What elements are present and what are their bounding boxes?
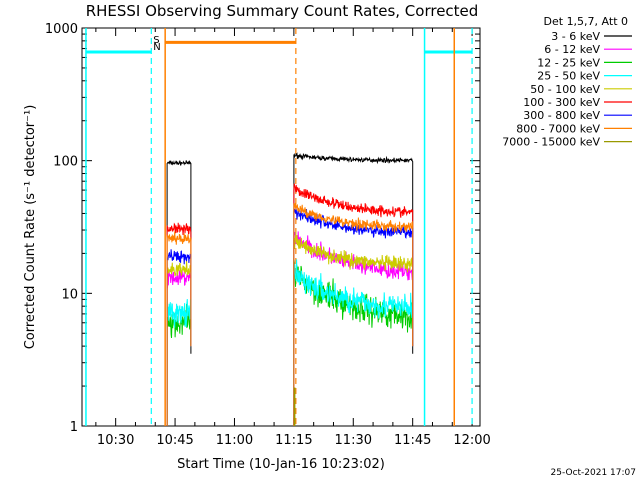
y-tick-label-0: 1 [70, 420, 78, 435]
series-7-segment-0 [166, 231, 192, 426]
legend-label-5: 100 - 300 keV [523, 96, 600, 109]
x-tick-label-3: 11:15 [275, 433, 312, 448]
timestamp: 25-Oct-2021 17:07 [551, 468, 636, 478]
legend-label-6: 300 - 800 keV [523, 109, 600, 122]
y-axis-label: Corrected Count Rate (s⁻¹ detector⁻¹) [23, 105, 38, 350]
y-tick-label-1: 10 [61, 287, 78, 302]
legend-label-8: 7000 - 15000 keV [502, 136, 600, 149]
x-tick-labels: 10:30 10:45 11:00 11:15 11:30 11:45 12:00 [97, 433, 491, 448]
series-4-segment-0 [166, 259, 192, 426]
y-tick-label-3: 1000 [45, 22, 78, 37]
flag-marker-N: N [153, 42, 160, 53]
legend-header: Det 1,5,7, Att 0 [544, 15, 628, 28]
series-7-segment-1 [293, 202, 414, 426]
legend-label-2: 12 - 25 keV [537, 56, 600, 69]
x-tick-label-2: 11:00 [216, 433, 253, 448]
x-axis-label: Start Time (10-Jan-16 10:23:02) [177, 457, 385, 472]
series-4-segment-1 [293, 231, 414, 426]
y-tick-label-2: 100 [53, 155, 78, 170]
flag-marker-S: S [153, 35, 159, 46]
x-tick-label-1: 10:45 [156, 433, 193, 448]
x-tick-label-6: 12:00 [453, 433, 490, 448]
legend-label-0: 3 - 6 keV [551, 30, 600, 43]
legend-label-3: 25 - 50 keV [537, 70, 600, 83]
series-5-segment-0 [166, 222, 192, 426]
series-0-segment-0 [166, 160, 192, 426]
chart-title: RHESSI Observing Summary Count Rates, Co… [86, 2, 479, 20]
x-tick-label-0: 10:30 [97, 433, 134, 448]
x-tick-label-5: 11:45 [394, 433, 431, 448]
x-tick-label-4: 11:30 [335, 433, 372, 448]
series-1-segment-0 [166, 269, 192, 426]
plot-frame [81, 27, 481, 427]
plot-area: SN [81, 27, 481, 427]
series-6-segment-0 [166, 249, 192, 426]
series-3-segment-1 [293, 259, 414, 426]
series-3-segment-0 [166, 299, 192, 426]
series-5-segment-1 [293, 183, 414, 426]
series-0-segment-1 [293, 152, 414, 426]
legend-label-1: 6 - 12 keV [544, 43, 600, 56]
series-2-segment-0 [166, 303, 192, 426]
y-tick-labels: 1 10 100 1000 [45, 22, 78, 435]
legend-label-4: 50 - 100 keV [530, 83, 600, 96]
legend-label-7: 800 - 7000 keV [516, 122, 600, 135]
